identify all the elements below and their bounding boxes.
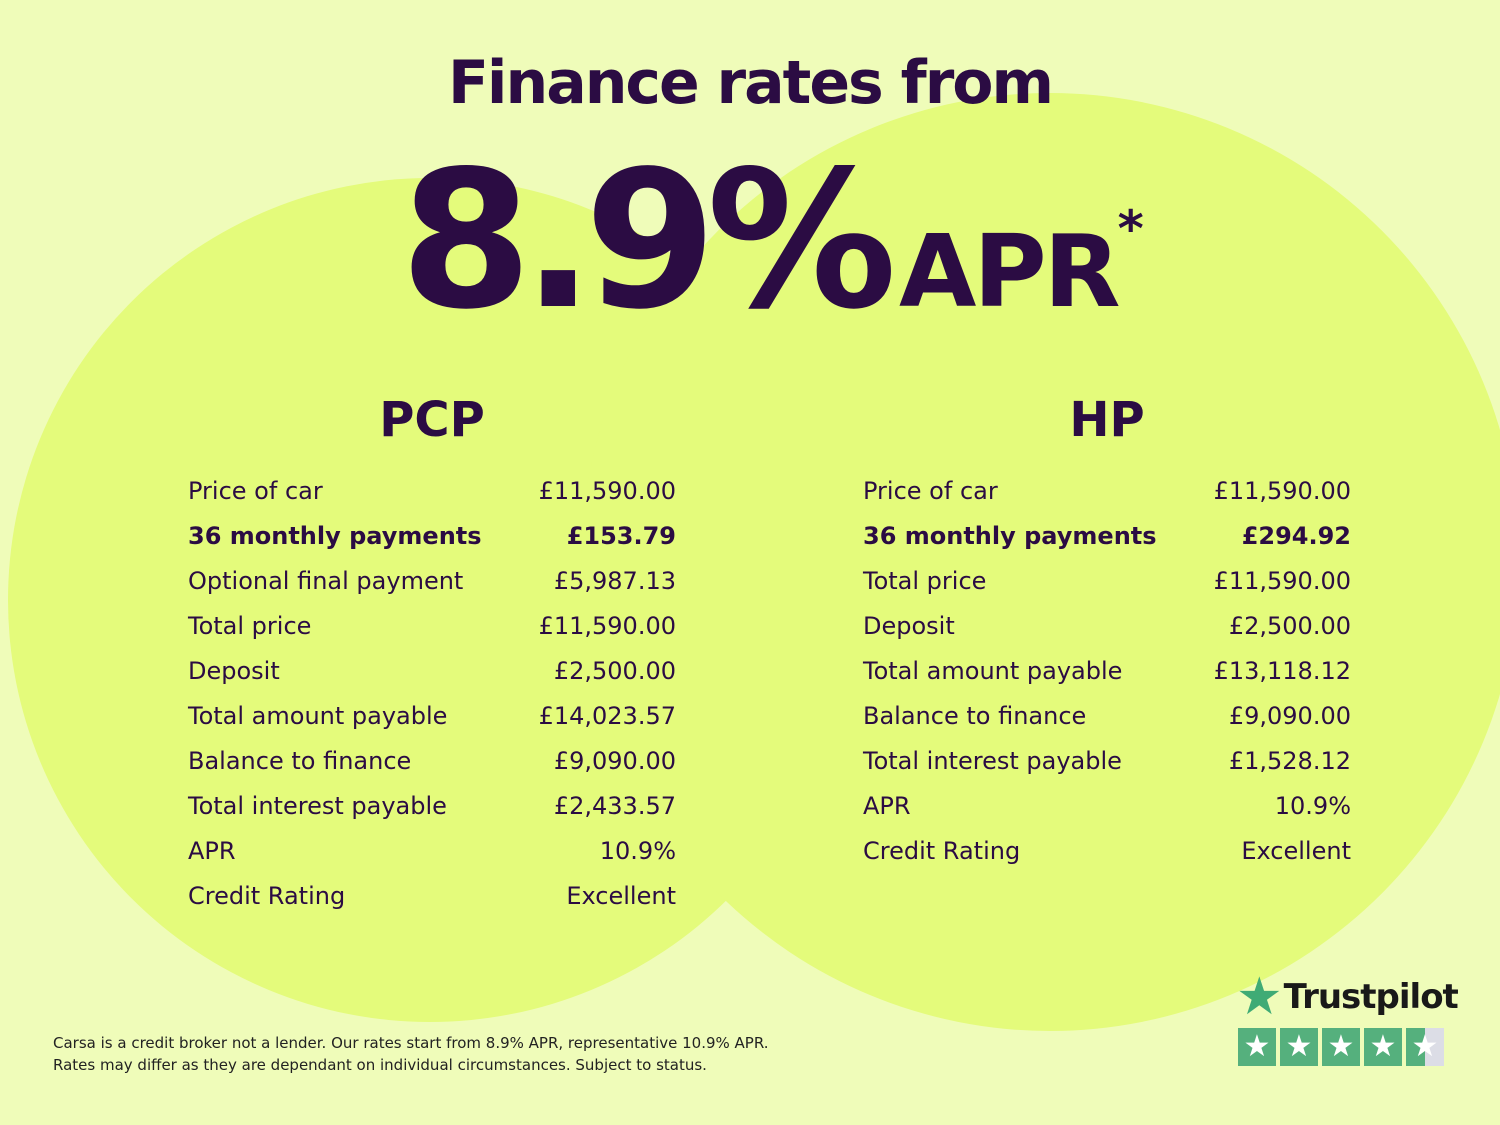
asterisk: * [1117, 200, 1144, 258]
row-label: 36 monthly payments [188, 522, 482, 550]
row-value: 10.9% [599, 837, 676, 865]
trustpilot-rating: ★ ★ ★ ★ ★ [1238, 1028, 1458, 1066]
star-icon: ★ [1364, 1028, 1402, 1066]
row-value: £11,590.00 [1213, 567, 1351, 595]
row-value: £5,987.13 [553, 567, 676, 595]
page-title: Finance rates from [447, 48, 1054, 118]
row-label: Total interest payable [188, 792, 447, 820]
table-row: Total price £11,590.00 [863, 567, 1351, 615]
row-value: £2,500.00 [553, 657, 676, 685]
disclaimer-line: Rates may differ as they are dependant o… [53, 1056, 707, 1074]
row-value: £11,590.00 [538, 477, 676, 505]
trustpilot-label: Trustpilot [1283, 977, 1459, 1017]
row-value: Excellent [1241, 837, 1351, 865]
table-row: Price of car £11,590.00 [188, 477, 676, 525]
background-circle-right [581, 93, 1500, 1031]
row-label: Total price [863, 567, 987, 595]
row-value: £1,528.12 [1228, 747, 1351, 775]
star-icon: ★ [1322, 1028, 1360, 1066]
rate-value: 8.9% [400, 130, 897, 351]
row-value: £9,090.00 [553, 747, 676, 775]
star-icon: ★ [1238, 1028, 1276, 1066]
row-value: £11,590.00 [538, 612, 676, 640]
row-label: Deposit [188, 657, 280, 685]
row-value: £2,500.00 [1228, 612, 1351, 640]
pcp-table: PCP Price of car £11,590.00 36 monthly pay… [188, 392, 676, 930]
table-row: Deposit £2,500.00 [863, 612, 1351, 660]
row-label: Total price [188, 612, 312, 640]
table-row: Total amount payable £13,118.12 [863, 657, 1351, 705]
row-label: Total amount payable [863, 657, 1123, 685]
row-label: Credit Rating [188, 882, 346, 910]
row-label: Total interest payable [863, 747, 1122, 775]
hp-heading: HP [1069, 392, 1145, 448]
star-icon: ★ [1280, 1028, 1318, 1066]
table-row: Total interest payable £1,528.12 [863, 747, 1351, 795]
hp-table: HP Price of car £11,590.00 36 monthly paym… [863, 392, 1351, 885]
table-row: 36 monthly payments £153.79 [188, 522, 676, 570]
disclaimer-line: Carsa is a credit broker not a lender. O… [53, 1034, 769, 1052]
row-value: £14,023.57 [538, 702, 676, 730]
row-label: Price of car [188, 477, 323, 505]
table-row: Credit Rating Excellent [863, 837, 1351, 885]
disclaimer: Carsa is a credit broker not a lender. O… [53, 1032, 769, 1076]
table-row: Optional final payment £5,987.13 [188, 567, 676, 615]
row-label: Deposit [863, 612, 955, 640]
trustpilot-star-icon: ★ [1236, 967, 1283, 1027]
row-value: £2,433.57 [553, 792, 676, 820]
row-value: 10.9% [1274, 792, 1351, 820]
table-row: Total interest payable £2,433.57 [188, 792, 676, 840]
row-label: Price of car [863, 477, 998, 505]
pcp-heading: PCP [379, 392, 485, 448]
table-row: Price of car £11,590.00 [863, 477, 1351, 525]
table-row: 36 monthly payments £294.92 [863, 522, 1351, 570]
rate-suffix: APR [898, 213, 1121, 330]
table-row: APR 10.9% [863, 792, 1351, 840]
table-row: APR 10.9% [188, 837, 676, 885]
row-label: Total amount payable [188, 702, 448, 730]
row-label: Balance to finance [863, 702, 1087, 730]
row-value: £294.92 [1241, 522, 1351, 550]
row-label: 36 monthly payments [863, 522, 1157, 550]
row-label: APR [188, 837, 236, 865]
row-label: Credit Rating [863, 837, 1021, 865]
row-value: £153.79 [566, 522, 676, 550]
row-value: Excellent [566, 882, 676, 910]
table-row: Total price £11,590.00 [188, 612, 676, 660]
row-label: APR [863, 792, 911, 820]
row-value: £13,118.12 [1213, 657, 1351, 685]
headline-rate: 8.9% APR* [400, 130, 1144, 351]
row-label: Optional final payment [188, 567, 464, 595]
row-value: £11,590.00 [1213, 477, 1351, 505]
trustpilot-logo: ★ Trustpilot [1236, 967, 1459, 1027]
table-row: Balance to finance £9,090.00 [188, 747, 676, 795]
table-row: Credit Rating Excellent [188, 882, 676, 930]
table-row: Deposit £2,500.00 [188, 657, 676, 705]
row-label: Balance to finance [188, 747, 412, 775]
row-value: £9,090.00 [1228, 702, 1351, 730]
table-row: Balance to finance £9,090.00 [863, 702, 1351, 750]
trustpilot-badge[interactable]: ★ Trustpilot ★ ★ ★ ★ ★ [1236, 967, 1459, 1066]
star-icon: ★ [1406, 1028, 1444, 1066]
table-row: Total amount payable £14,023.57 [188, 702, 676, 750]
